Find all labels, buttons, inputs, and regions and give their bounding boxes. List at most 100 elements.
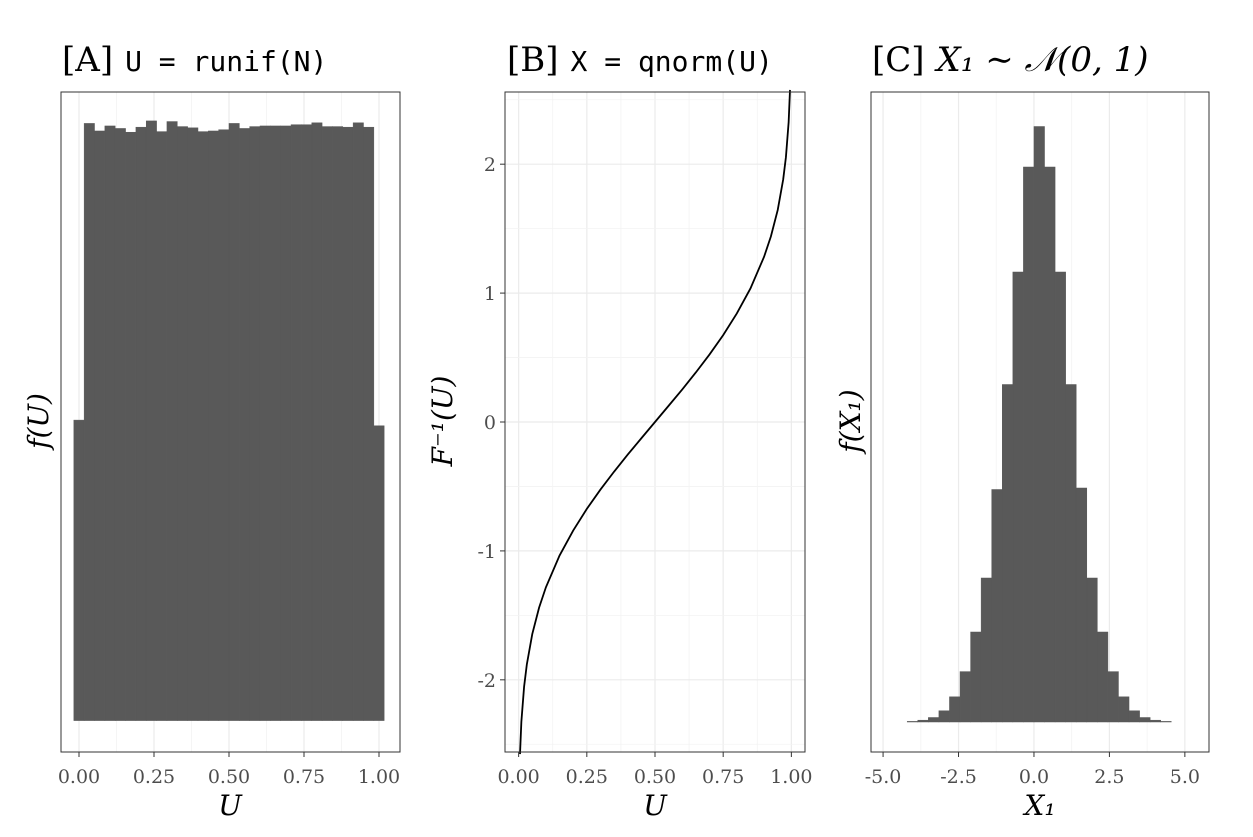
panel-b-y-tick-label: -1 [477,541,496,563]
panel-a-histogram-bar [352,122,364,721]
panel-b-title-code: X = qnorm(U) [571,45,773,78]
panel-a-histogram-bar [228,123,240,721]
panel-a-x-tick-label: 0.50 [208,766,250,788]
panel-a-ylabel: f(U) [22,393,55,451]
panel-c-x-tick-label: -5.0 [865,766,902,788]
panel-a-histogram-bar [114,128,126,721]
panel-b-x-tick-label: 0.00 [497,766,539,788]
panel-a-histogram-bar [197,131,209,721]
panel-a-title-prefix: [A] [62,40,113,80]
panel-b-x-tick-label: 0.25 [566,766,608,788]
panel-a-histogram-bar [270,125,281,721]
panel-b-xlabel: U [643,789,668,822]
panel-a-histogram-bar [135,126,147,721]
panel-a-histogram-bar [156,131,168,721]
panel-c-x-tick-label: -2.5 [940,766,977,788]
panel-c-histogram-bar [949,696,961,723]
panel-c-histogram-bar [1044,166,1056,723]
panel-b-title: [B] X = qnorm(U) [507,40,773,80]
panel-c-histogram-bar [1118,696,1130,723]
panel-c-frame [870,91,1210,753]
panel-b-x-tick-label: 0.75 [702,766,744,788]
panel-c-histogram-bar [1149,719,1161,723]
panel-a-x-tick-label: 0.25 [133,766,175,788]
panel-c-histogram-bar [1139,717,1151,723]
panel-b: [B] X = qnorm(U) 0.00 0.25 0.50 0.75 1.00 -2 -… [426,40,813,822]
panel-a-histogram-bar [94,130,106,721]
panel-b-x-tick-label: 0.50 [634,766,676,788]
panel-c-histogram-bar [1023,166,1035,723]
panel-b-y-tick-label: 1 [484,283,496,305]
panel-b-y-tick-label: 0 [484,412,496,434]
panel-c-ylabel: f(X₁) [834,389,867,454]
panel-b-y-tick-label: -2 [477,670,496,692]
panel-c-histogram-bar [1012,271,1024,723]
panel-a-title: [A] U = runif(N) [62,40,327,80]
panel-c-histogram-bar [928,717,940,723]
panel-c-histogram-bar [938,710,950,723]
panel-c-xlabel: X₁ [1022,789,1055,822]
panel-a-histogram-bar [104,125,116,721]
panel-a-title-code: U = runif(N) [125,45,327,78]
panel-a-histogram-bar [342,126,354,721]
panel-a-histogram-bar [177,126,188,721]
panel-c-histogram-bar [1128,710,1140,723]
panel-c-plot: -5.0 -2.5 0.0 2.5 5.0 [865,91,1210,788]
panel-c-histogram-bar [1160,721,1172,723]
panel-b-quantile-line [519,89,791,755]
panel-c-histogram-bar [1097,631,1109,723]
panel-c: [C] X₁ ∼ 𝒩(0, 1) -5.0 -2.5 0.0 2.5 5.0 X₁ f(… [834,40,1210,822]
panel-c-histogram-bar [1002,384,1014,723]
panel-b-title-prefix: [B] [507,40,559,80]
panel-a-histogram-bar [280,125,292,721]
panel-a-histogram-bar [249,126,261,721]
panel-b-plot: 0.00 0.25 0.50 0.75 1.00 -2 -1 0 1 2 [477,89,813,788]
panel-c-histogram-bar [1065,384,1077,723]
panel-b-ylabel: F⁻¹(U) [426,376,459,468]
panel-a-histogram-bar [259,125,271,721]
panel-c-histogram-bar [1086,577,1098,723]
panel-a-x-tick-label: 0.00 [58,766,100,788]
panel-c-histogram-bar [1033,126,1045,723]
panel-b-x-tick-label: 1.00 [770,766,812,788]
panel-c-title-prefix: [C] [872,40,925,80]
panel-c-histogram-bar [1107,671,1119,723]
panel-c-histogram-bar [959,671,971,723]
panel-a-histogram-bar [83,123,95,721]
panel-c-x-tick-label: 2.5 [1094,766,1124,788]
panel-a-frame [60,91,401,753]
panel-c-x-tick-label: 5.0 [1170,766,1200,788]
panel-c-title-math: X₁ ∼ 𝒩(0, 1) [934,40,1149,80]
panel-c-histogram-bar [980,577,992,723]
panel-a-histogram-bar [373,425,385,721]
panel-a-histogram-bar [187,127,199,721]
panel-a-histogram-bar [311,122,323,721]
panel-a-histogram-bar [301,124,313,721]
panel-a-histogram-bar [363,126,375,721]
panel-a-histogram-bar [290,124,302,721]
panel-c-histogram-bar [917,719,929,723]
panel-c-histogram-bar [906,721,919,723]
panel-c-histogram-bar [991,489,1003,723]
panel-a-histogram-bar [166,121,178,721]
panel-a-histogram-bar [208,130,219,721]
panel-a-histogram-bar [332,126,344,721]
panel-a-histogram-bar [321,126,333,721]
panel-a-xlabel: U [218,789,243,822]
panel-a-x-tick-label: 1.00 [358,766,400,788]
panel-a-histogram-bar [239,128,250,721]
panel-c-histogram-bar [970,631,982,723]
panel-c-title: [C] X₁ ∼ 𝒩(0, 1) [872,40,1148,80]
panel-c-x-tick-label: 0.0 [1019,766,1049,788]
panel-a-histogram-bar [145,120,157,721]
panel-c-histogram-bar [1054,271,1066,723]
panel-a-histogram-bar [73,419,85,721]
panel-a-x-tick-label: 0.75 [283,766,325,788]
panel-c-histogram-bar [1075,487,1088,723]
panel-a-histogram-bar [125,131,137,721]
panel-a-histogram-bar [218,129,230,721]
panel-b-y-tick-label: 2 [484,154,496,176]
panel-a: [A] U = runif(N) 0.00 0.25 0.50 0.75 1.00 U … [22,40,401,822]
panel-a-plot: 0.00 0.25 0.50 0.75 1.00 [58,91,401,788]
